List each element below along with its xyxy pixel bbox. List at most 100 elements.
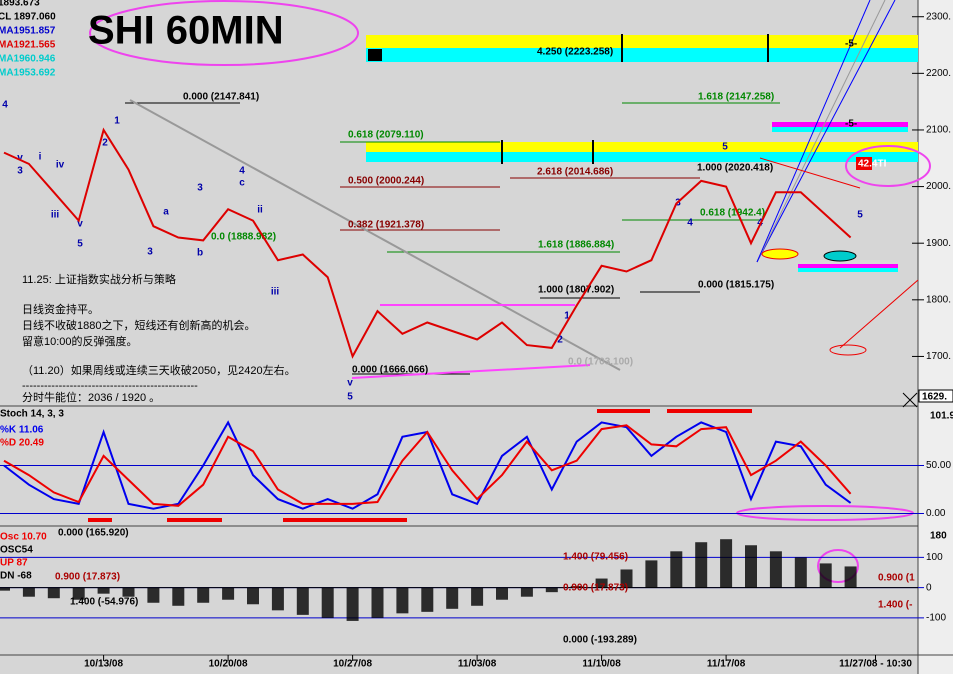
price-tag: [918, 389, 953, 403]
bar: [122, 587, 135, 597]
osc-label: 1.400 (79.456): [563, 552, 628, 563]
note: （11.20）如果周线或连续三天收破2050，见2420左右。: [22, 363, 296, 377]
wave-label: 1: [564, 311, 570, 322]
wave-label: 4: [687, 218, 693, 229]
annotation: 0.382 (1921.378): [348, 220, 424, 231]
annotation: 1.618 (2147.258): [698, 92, 774, 103]
bar: [147, 587, 160, 603]
highlight: [761, 248, 799, 260]
bar: [471, 587, 484, 606]
osc-label: 0.900 (1: [878, 573, 915, 584]
bar: [396, 587, 409, 614]
wave-label: 5: [857, 210, 863, 221]
osc-label: 0.000 (165.920): [58, 528, 129, 539]
bar: [271, 587, 284, 611]
annotation: 0.000 (2147.841): [183, 92, 259, 103]
legend-entry: DN -68: [0, 571, 32, 582]
y-tick-label: 50.00: [926, 460, 951, 471]
axis-strip: [918, 0, 953, 674]
series-line: [3, 424, 852, 507]
annotation: 2.618 (2014.686): [537, 167, 613, 178]
y-tick-label: 2300.: [926, 11, 951, 22]
highlight: [829, 344, 867, 356]
wave-label: b: [197, 248, 203, 259]
annotation: -5-: [845, 39, 857, 50]
annotation: 1.618 (1886.884): [538, 240, 614, 251]
label-box: [856, 157, 872, 170]
bar: [172, 587, 185, 606]
top-label: 101.9: [930, 411, 953, 422]
legend-entry: MA1921.565: [0, 40, 56, 51]
note: 留意10:00的反弹强度。: [22, 334, 138, 348]
bar: [794, 557, 807, 588]
wave-label: c: [239, 178, 245, 189]
price-label: 1629.: [922, 392, 947, 403]
bar: [321, 587, 334, 618]
legend-entry: OSC54: [0, 545, 33, 556]
annotation: 0.618 (2079.110): [348, 130, 424, 141]
band: [798, 268, 898, 272]
x-tick-label: 11/03/08: [458, 659, 497, 670]
bar: [670, 551, 683, 588]
bar: [620, 569, 633, 588]
bar: [72, 587, 85, 600]
osc-label: 1.400 (-54.976): [70, 597, 138, 608]
highlight: [89, 0, 359, 66]
annotation: 42.4TI: [858, 159, 887, 170]
wave-label: v: [347, 378, 353, 389]
y-tick-label: 1700.: [926, 351, 951, 362]
wave-label: a: [163, 207, 169, 218]
wave-label: v: [77, 219, 83, 230]
x-tick-label: 11/27/08 - 10:30: [839, 659, 912, 670]
band: [366, 152, 918, 162]
bar: [97, 587, 110, 594]
chart-title: SHI 60MIN: [88, 9, 284, 53]
y-tick-label: 1800.: [926, 294, 951, 305]
y-tick-label: 0.00: [926, 508, 946, 519]
annotation: 0.0 (1888.982): [211, 232, 276, 243]
highlight: [817, 549, 859, 583]
bar: [346, 587, 359, 621]
wave-label: v: [17, 153, 23, 164]
trend-line: [756, 0, 896, 263]
note: 分时牛能位：2036 / 1920 。: [22, 390, 160, 404]
bar: [47, 587, 60, 599]
bar: [371, 587, 384, 618]
bar: [222, 587, 235, 600]
annotation: 1.000 (1807.902): [538, 285, 614, 296]
bar: [0, 587, 10, 591]
bar: [520, 587, 533, 597]
bar: [695, 542, 708, 588]
y-tick-label: 2200.: [926, 68, 951, 79]
top-label: 180: [930, 531, 947, 542]
annotation: 0.618 (1942.4): [700, 208, 765, 219]
bar: [22, 587, 35, 597]
bar: [570, 586, 583, 588]
close-icon[interactable]: [902, 392, 918, 408]
trend-line: [129, 99, 621, 371]
wave-label: 4: [239, 166, 245, 177]
wave-label: 3: [147, 247, 153, 258]
annotation: 0.500 (2000.244): [348, 176, 424, 187]
wave-label: 5: [722, 142, 728, 153]
legend-entry: UP 87: [0, 558, 28, 569]
y-tick-label: -100: [926, 613, 946, 624]
legend-entry: Osc 10.70: [0, 532, 47, 543]
osc-label: 1.400 (-: [878, 600, 912, 611]
bar: [645, 560, 658, 588]
x-tick-label: 10/13/08: [84, 659, 123, 670]
annotation: 0.000 (1815.175): [698, 280, 774, 291]
legend-entry: %K 11.06: [0, 425, 44, 436]
y-tick-label: 1900.: [926, 238, 951, 249]
wave-label: 2: [102, 138, 108, 149]
y-tick-label: 100: [926, 552, 943, 563]
series-line: [3, 127, 852, 359]
note: 日线资金持平。: [22, 302, 99, 316]
annotation: 0.0 (1703.100): [568, 357, 633, 368]
marker: [368, 49, 382, 61]
bar: [720, 539, 733, 588]
band: [366, 35, 918, 48]
wave-label: iii: [271, 287, 280, 298]
